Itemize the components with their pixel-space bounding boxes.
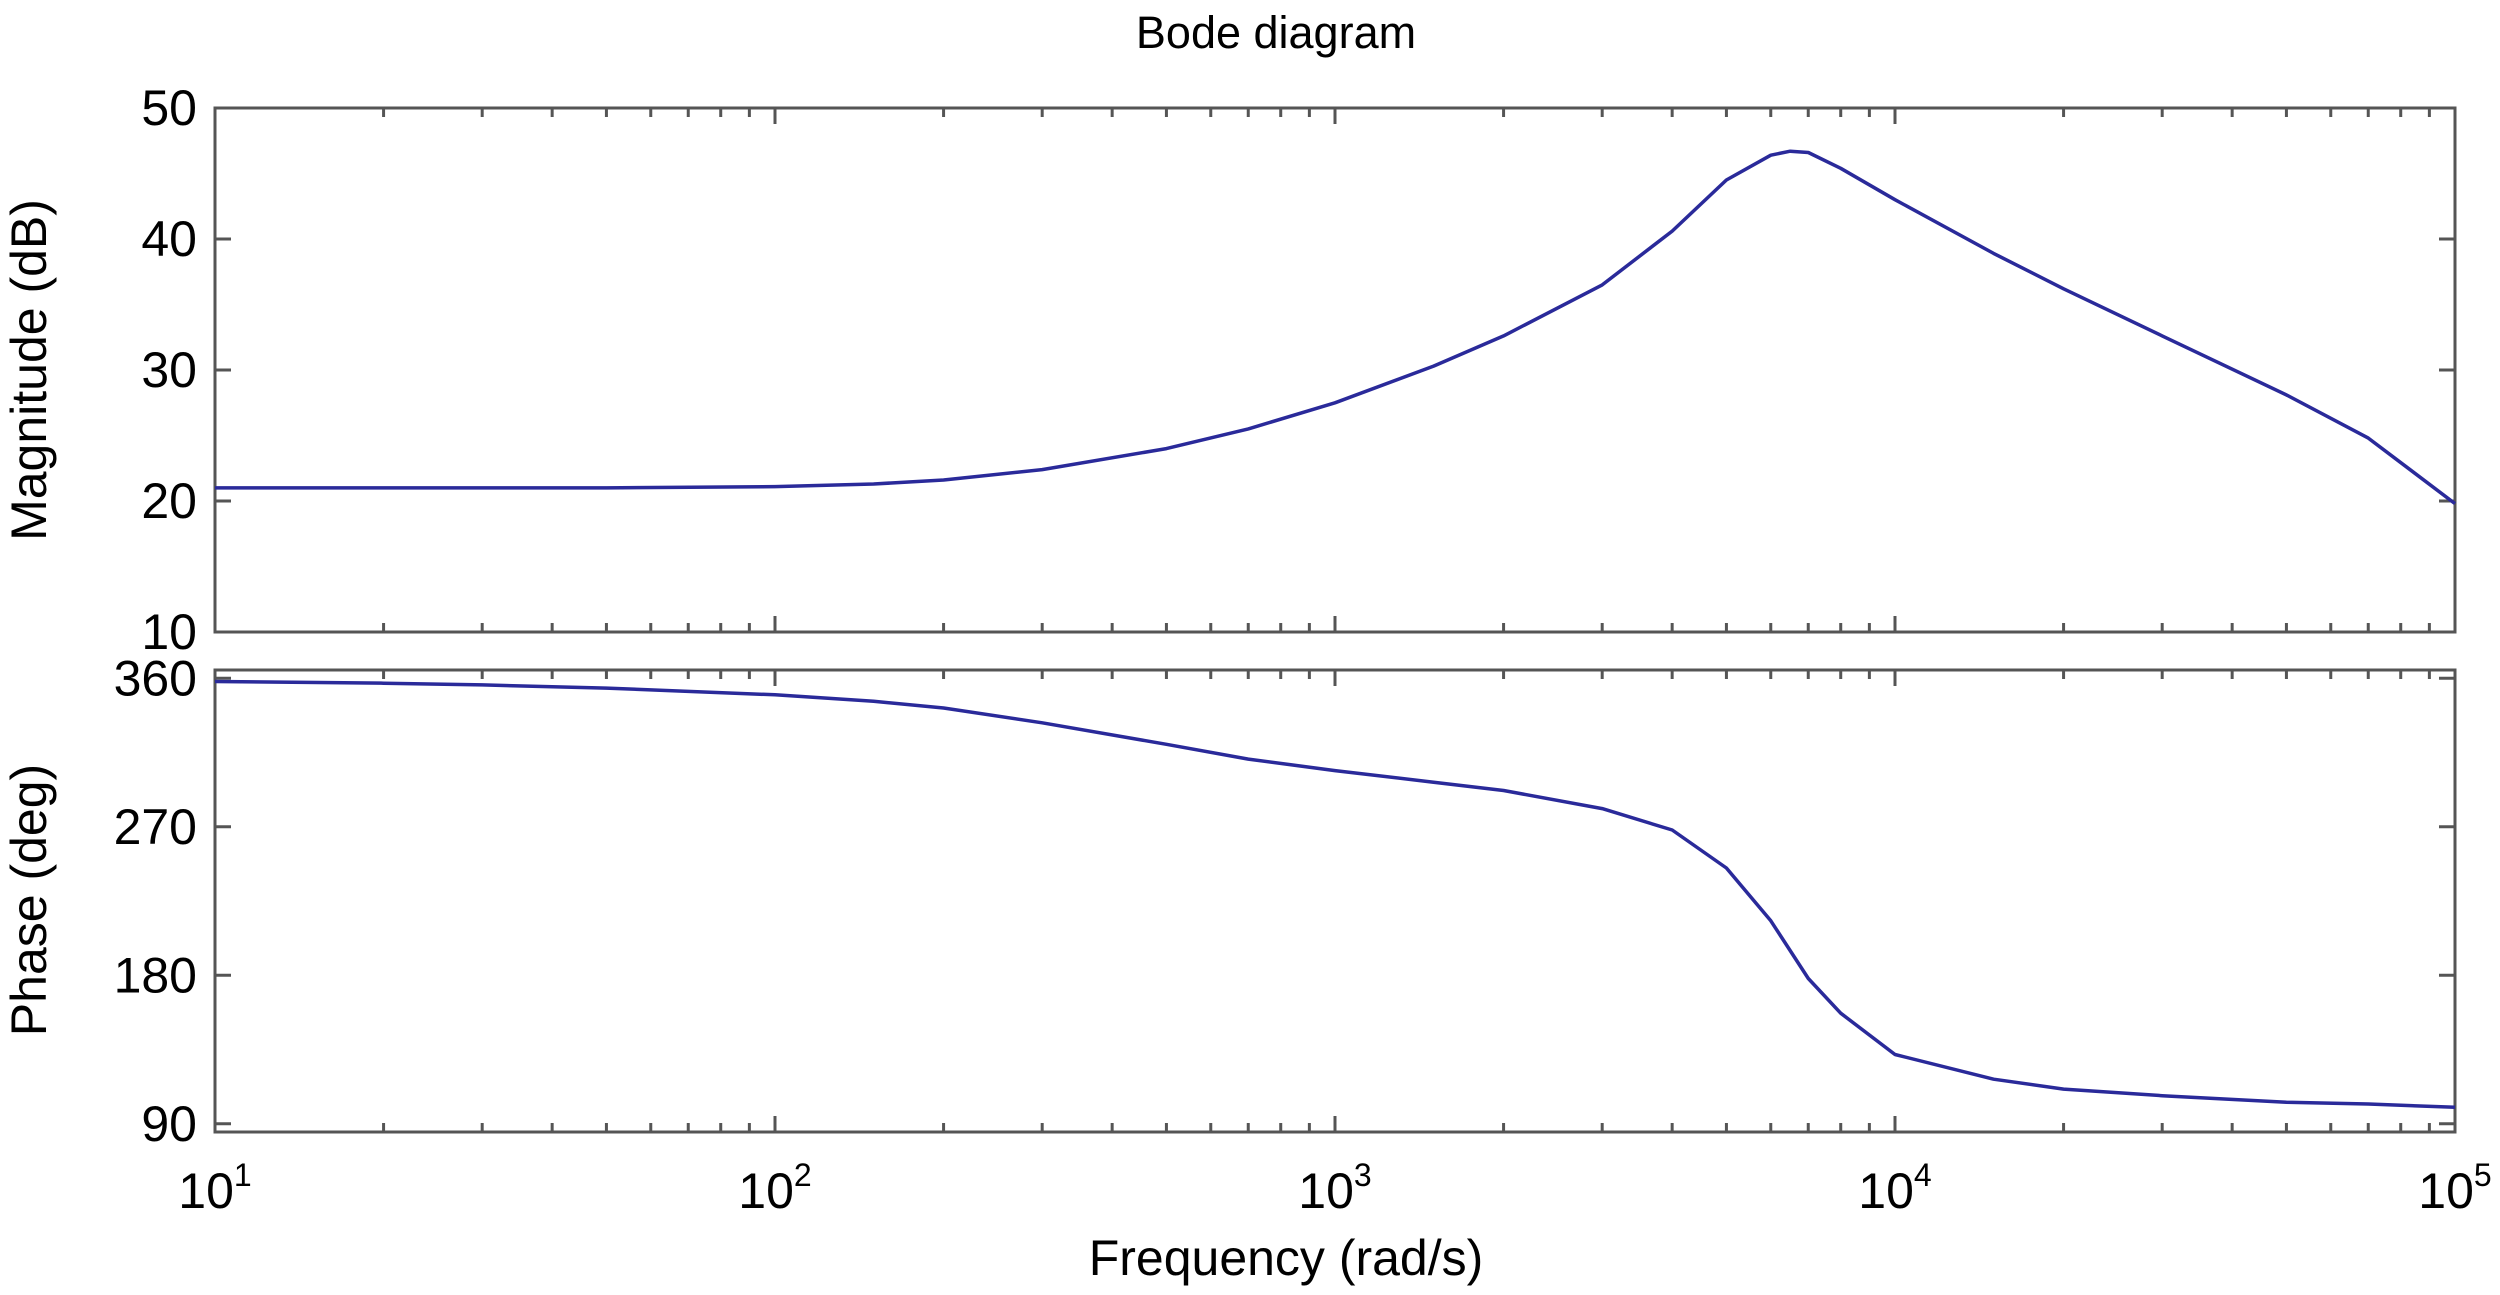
x-tick-label: 102 bbox=[738, 1157, 811, 1219]
magnitude-y-tick-label: 30 bbox=[141, 342, 197, 398]
x-tick-label: 104 bbox=[1858, 1157, 1931, 1219]
x-axis-label: Frequency (rad/s) bbox=[1089, 1230, 1484, 1286]
x-tick-labels: 101 102 103 104 105 bbox=[178, 1157, 2491, 1219]
magnitude-y-tick-labels: 10 20 30 40 50 bbox=[141, 80, 197, 660]
phase-y-tick-label: 90 bbox=[141, 1096, 197, 1152]
magnitude-y-tick-label: 40 bbox=[141, 211, 197, 267]
magnitude-series-line bbox=[215, 149, 2457, 505]
magnitude-y-tick-label: 50 bbox=[141, 80, 197, 136]
magnitude-ticks bbox=[215, 106, 2455, 634]
phase-y-tick-label: 270 bbox=[114, 799, 197, 855]
phase-y-axis-label: Phase (deg) bbox=[1, 764, 57, 1036]
chart-title: Bode diagram bbox=[1136, 7, 1416, 58]
x-tick-label: 105 bbox=[2418, 1157, 2491, 1219]
phase-series-line bbox=[214, 679, 2456, 1110]
phase-y-tick-label: 360 bbox=[114, 650, 197, 706]
magnitude-panel: 10 20 30 40 50 Magnitude (dB) bbox=[1, 80, 2457, 660]
magnitude-y-axis-label: Magnitude (dB) bbox=[1, 199, 57, 541]
x-tick-label: 101 bbox=[178, 1157, 251, 1219]
magnitude-plot-frame bbox=[213, 106, 2457, 634]
phase-y-tick-labels: 90 180 270 360 bbox=[114, 650, 197, 1152]
phase-panel: 90 180 270 360 Phase (deg) bbox=[1, 650, 2457, 1152]
magnitude-y-tick-label: 20 bbox=[141, 473, 197, 529]
x-tick-label: 103 bbox=[1298, 1157, 1371, 1219]
phase-y-tick-label: 180 bbox=[114, 947, 197, 1003]
phase-plot-frame bbox=[213, 668, 2457, 1134]
phase-ticks bbox=[215, 670, 2455, 1132]
magnitude-y-tick-label: 10 bbox=[141, 604, 197, 660]
